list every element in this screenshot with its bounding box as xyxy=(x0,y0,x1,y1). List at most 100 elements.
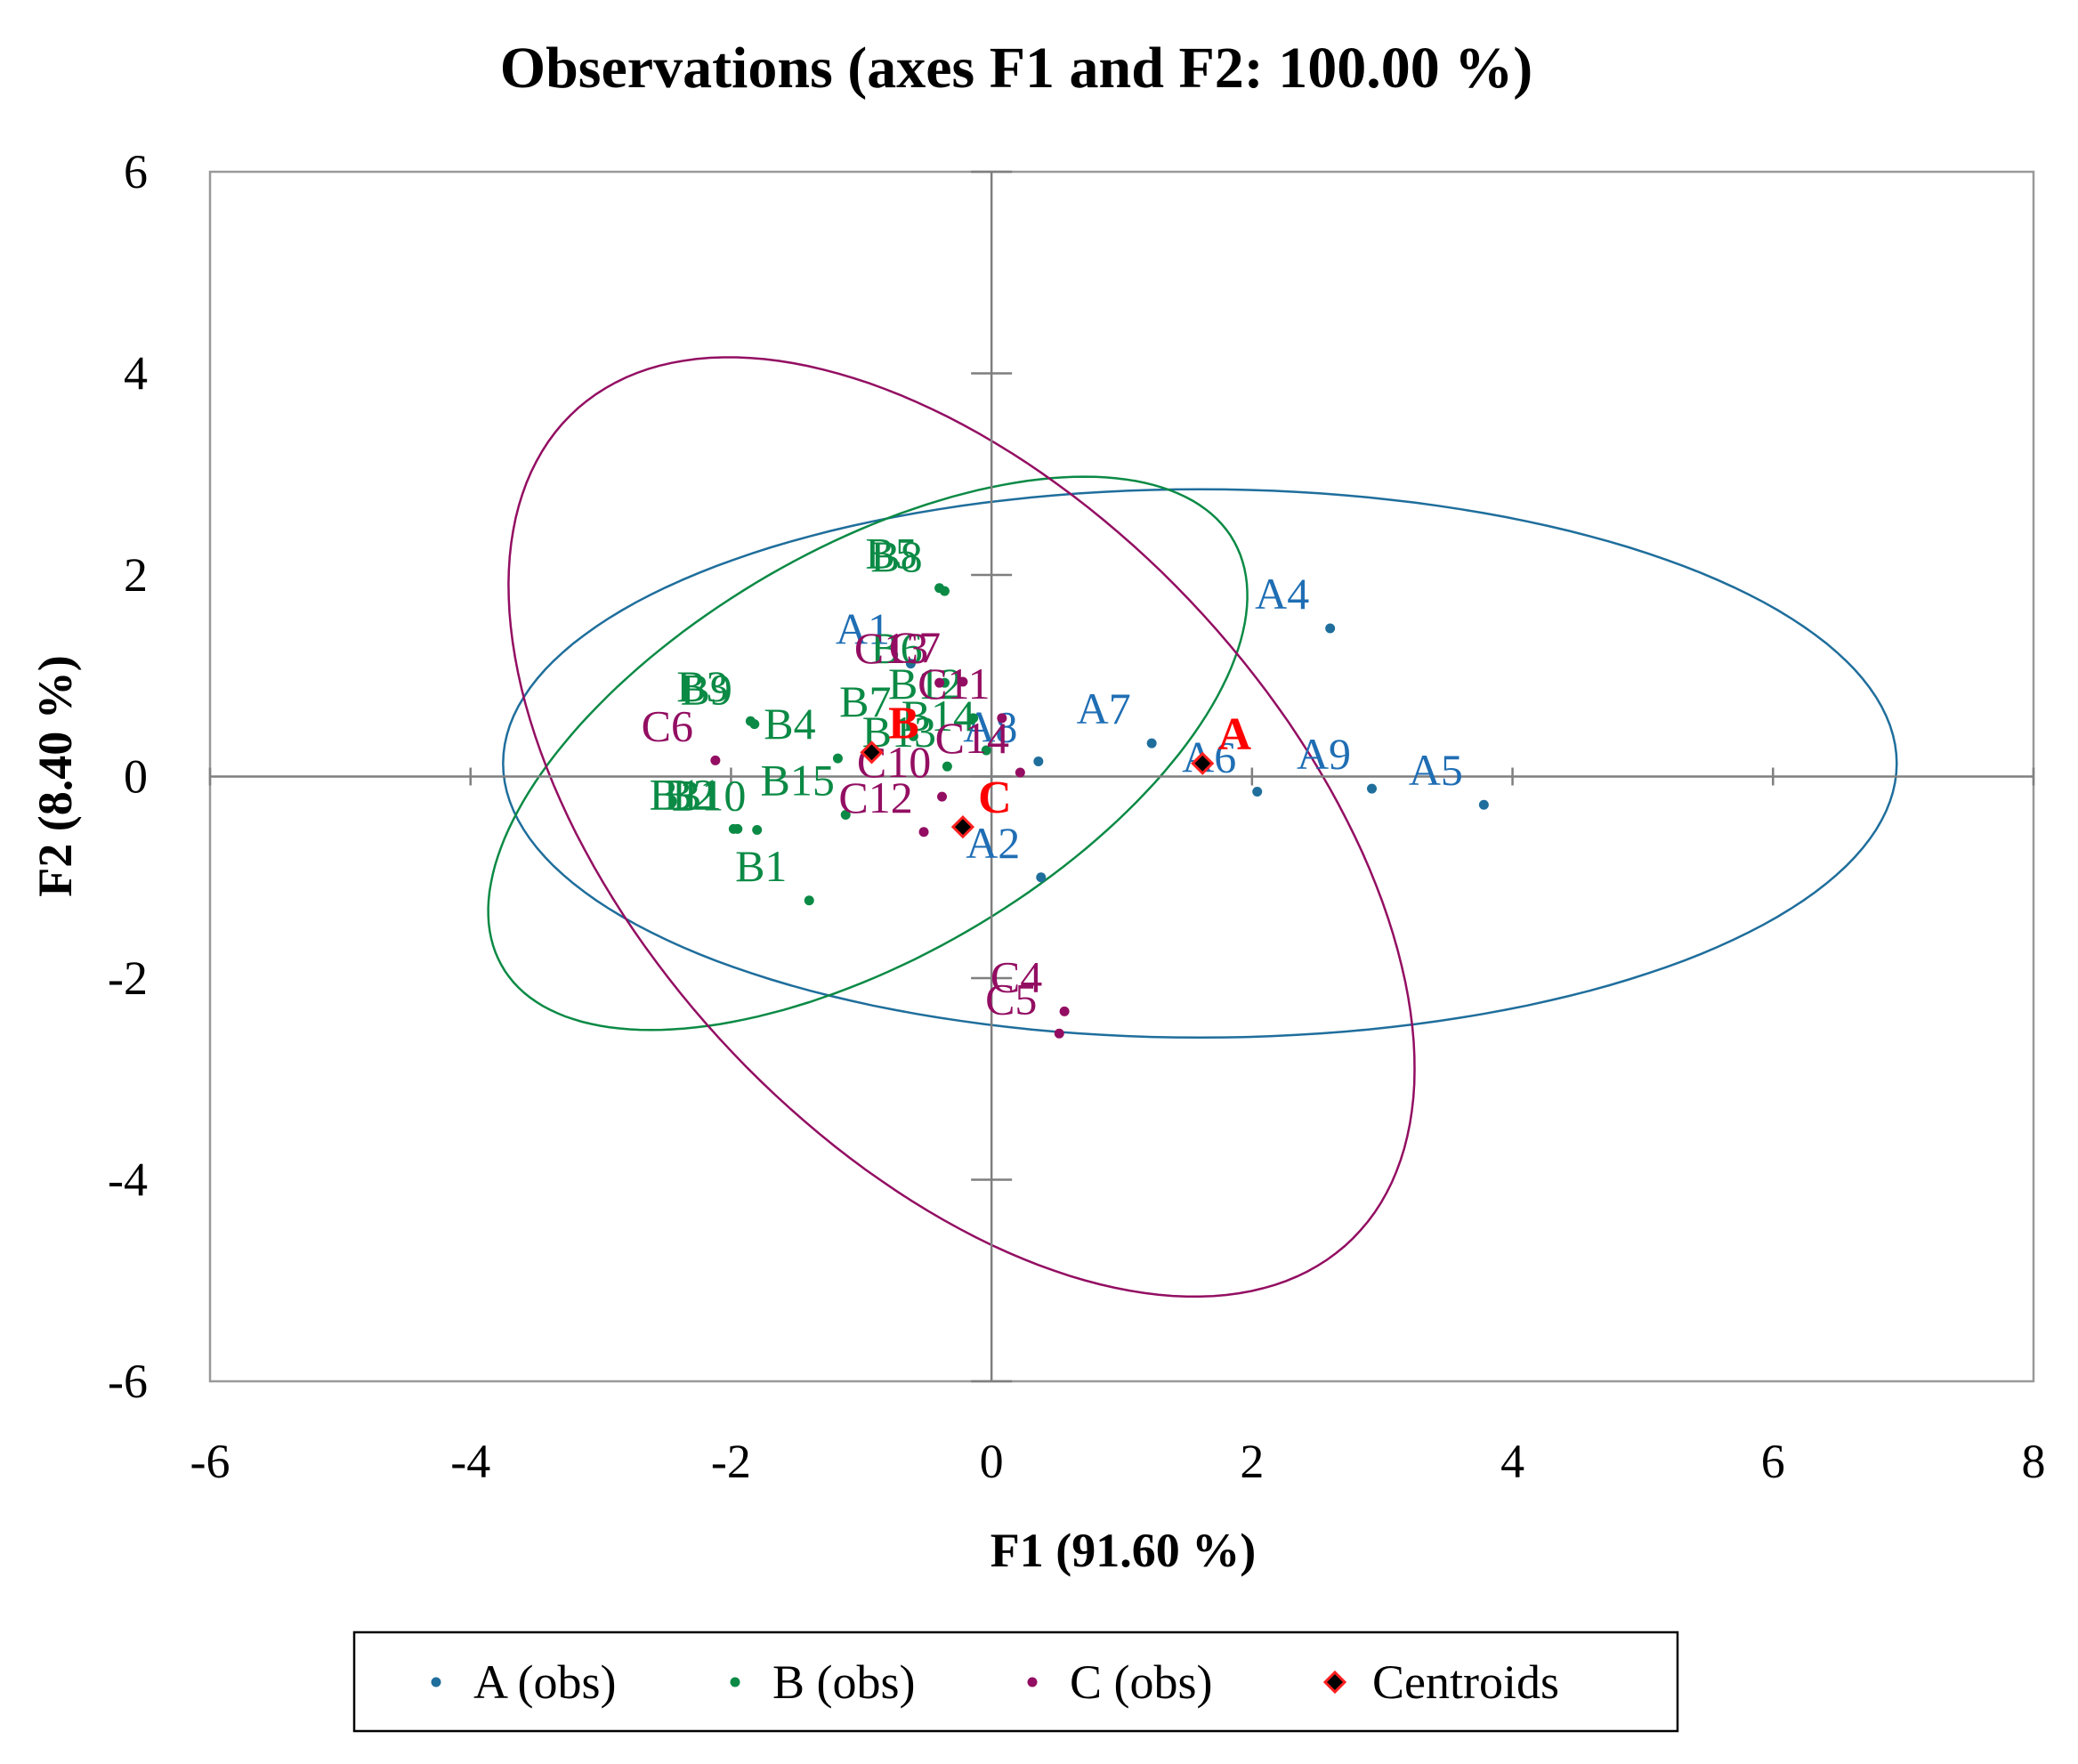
point-a1 xyxy=(905,659,916,669)
y-tick-labels: -6 -4 -2 0 2 4 6 xyxy=(108,145,148,1408)
legend-label-b: B (obs) xyxy=(772,1655,916,1709)
x-tick-labels: -6 -4 -2 0 2 4 6 8 xyxy=(190,1435,2046,1488)
centroid-label-c: C xyxy=(978,773,1012,823)
chart-title: Observations (axes F1 and F2: 100.00 %) xyxy=(500,36,1532,101)
point-b14 xyxy=(981,745,991,756)
point-label-c5: C5 xyxy=(985,974,1037,1024)
centroid-a xyxy=(1191,751,1215,775)
point-label-c4: C4 xyxy=(990,951,1042,1001)
point-label-c14: C14 xyxy=(935,713,1009,763)
x-tick-label: -4 xyxy=(450,1435,490,1488)
point-b13 xyxy=(942,761,952,772)
centroid-label-a: A xyxy=(1217,709,1251,760)
point-label-b2: B2 xyxy=(664,769,716,819)
point-label-a6: A6 xyxy=(1182,732,1236,781)
legend: A (obs) B (obs) C (obs) Centroids xyxy=(352,1630,1679,1733)
point-b9 xyxy=(749,719,760,730)
legend-marker-c xyxy=(1027,1677,1038,1687)
point-a5 xyxy=(1478,799,1489,810)
y-axis-title: F2 (8.40 %) xyxy=(28,655,82,896)
legend-box xyxy=(352,1630,1679,1733)
point-a7 xyxy=(1146,738,1157,748)
y-tick-label: -4 xyxy=(108,1153,148,1207)
point-label-c6: C6 xyxy=(642,700,693,750)
x-axis-title: F1 (91.60 %) xyxy=(990,1524,1256,1577)
point-label-c11: C11 xyxy=(918,659,990,708)
point-label-c12: C12 xyxy=(838,773,912,822)
zero-axes xyxy=(208,170,2035,1383)
point-label-b11: B11 xyxy=(650,769,723,819)
centroid-c xyxy=(950,815,975,839)
point-label-b14: B14 xyxy=(902,691,975,740)
point-label-a4: A4 xyxy=(1255,569,1309,619)
point-a8 xyxy=(1033,757,1044,767)
point-label-b6: B6 xyxy=(870,623,922,673)
point-b15 xyxy=(840,810,851,821)
y-tick-label: 6 xyxy=(124,145,148,198)
point-c5 xyxy=(1054,1028,1064,1039)
y-tick-label: 2 xyxy=(124,548,148,602)
x-tick-label: 2 xyxy=(1240,1435,1264,1488)
point-label-c7: C7 xyxy=(889,622,941,672)
legend-marker-a xyxy=(431,1677,441,1687)
point-label-b8: B8 xyxy=(870,531,922,581)
point-c7 xyxy=(958,676,968,687)
point-b12 xyxy=(968,713,979,724)
ellipse-a xyxy=(502,488,1898,1040)
point-c14 xyxy=(1015,767,1025,778)
point-a9 xyxy=(1367,783,1378,794)
point-b10 xyxy=(752,825,763,836)
point-c12 xyxy=(918,827,929,837)
legend-items: A (obs) B (obs) C (obs) Centroids xyxy=(431,1655,1559,1709)
point-c4 xyxy=(1059,1006,1070,1016)
legend-label-a: A (obs) xyxy=(473,1655,617,1709)
point-b7 xyxy=(908,731,918,741)
legend-label-c: C (obs) xyxy=(1070,1655,1213,1709)
point-b8 xyxy=(939,586,950,596)
point-a6 xyxy=(1252,786,1263,797)
point-a2 xyxy=(1036,872,1047,883)
point-b1 xyxy=(804,895,814,906)
point-label-b1: B1 xyxy=(735,841,787,891)
ellipse-c xyxy=(507,356,1416,1299)
point-c11 xyxy=(997,713,1007,724)
legend-marker-b xyxy=(730,1677,740,1687)
x-tick-label: 6 xyxy=(1761,1435,1785,1488)
x-tick-label: 8 xyxy=(2022,1435,2046,1488)
point-label-b5: B5 xyxy=(865,529,917,579)
point-a4 xyxy=(1325,623,1336,634)
legend-marker-centroids xyxy=(1322,1670,1347,1695)
y-tick-label: -2 xyxy=(108,951,148,1005)
legend-label-centroids: Centroids xyxy=(1372,1655,1559,1709)
point-label-b7: B7 xyxy=(839,676,891,726)
centroid-markers: A B C xyxy=(860,698,1251,839)
y-tick-label: -6 xyxy=(108,1355,148,1408)
x-tick-label: -6 xyxy=(190,1435,230,1488)
y-tick-label: 4 xyxy=(124,347,148,401)
point-label-a9: A9 xyxy=(1297,729,1351,779)
confidence-ellipses xyxy=(487,356,1898,1299)
point-label-b4: B4 xyxy=(764,699,815,748)
x-tick-label: 0 xyxy=(980,1435,1004,1488)
centroid-label-b: B xyxy=(888,698,919,748)
x-tick-label: 4 xyxy=(1500,1435,1524,1488)
point-c10 xyxy=(937,791,948,802)
point-label-b15: B15 xyxy=(761,756,835,805)
ellipse-b xyxy=(487,475,1249,1032)
point-b11 xyxy=(728,823,739,834)
x-tick-label: -2 xyxy=(711,1435,751,1488)
point-label-b10: B10 xyxy=(672,771,746,821)
point-label-a8: A8 xyxy=(963,702,1017,752)
point-c6 xyxy=(710,755,721,765)
y-tick-label: 0 xyxy=(124,750,148,804)
point-label-b3: B3 xyxy=(676,661,728,711)
point-b4 xyxy=(832,753,843,764)
point-label-a7: A7 xyxy=(1077,684,1131,733)
point-label-c13: C13 xyxy=(854,623,928,673)
point-label-b9: B9 xyxy=(681,665,732,715)
point-c13 xyxy=(934,677,945,688)
centroid-b xyxy=(860,740,884,765)
point-label-a1: A1 xyxy=(836,604,890,654)
